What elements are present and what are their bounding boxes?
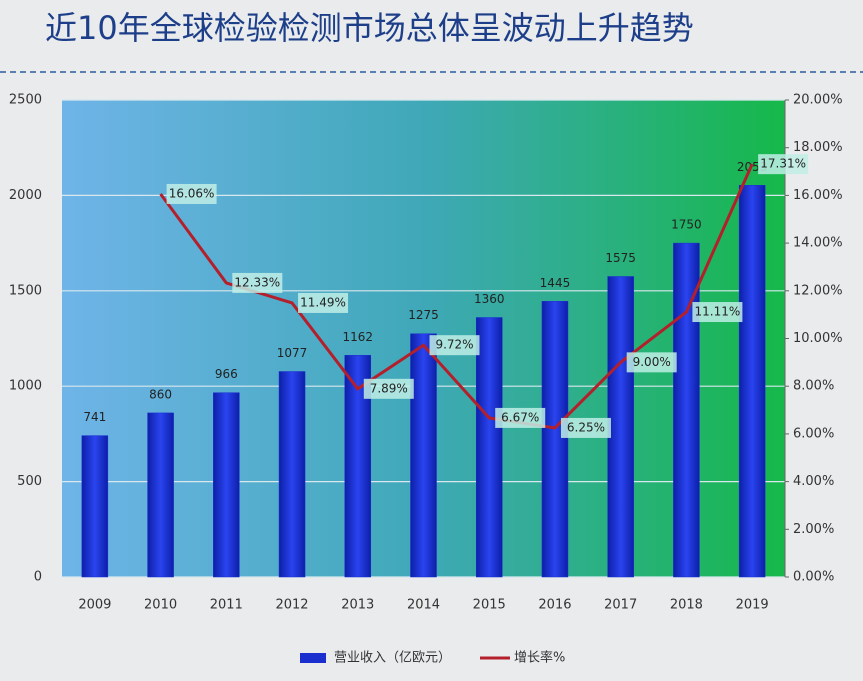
bar bbox=[607, 276, 634, 578]
y2-tick-label: 6.00% bbox=[793, 426, 834, 441]
bar bbox=[738, 185, 766, 578]
line-value-label: 6.67% bbox=[501, 410, 539, 424]
y-tick-label: 500 bbox=[17, 474, 42, 489]
bar-value-label: 1077 bbox=[277, 346, 308, 360]
line-value-label: 6.25% bbox=[567, 420, 605, 434]
bar bbox=[213, 392, 240, 578]
y2-tick-label: 18.00% bbox=[793, 140, 843, 155]
bar-value-label: 1275 bbox=[408, 308, 439, 322]
y-tick-label: 2500 bbox=[9, 93, 42, 108]
y-tick-label: 1000 bbox=[9, 379, 42, 394]
y2-tick-label: 8.00% bbox=[793, 379, 834, 394]
x-tick-label: 2016 bbox=[538, 598, 571, 613]
x-tick-label: 2011 bbox=[210, 598, 243, 613]
x-tick-label: 2013 bbox=[341, 598, 374, 613]
x-tick-label: 2010 bbox=[144, 598, 177, 613]
bar-value-label: 1575 bbox=[605, 251, 636, 265]
bar-value-label: 1445 bbox=[540, 276, 571, 290]
label-box bbox=[692, 302, 743, 323]
y-tick-label: 2000 bbox=[9, 188, 42, 203]
label-box bbox=[232, 272, 283, 293]
bar bbox=[673, 242, 700, 578]
legend-swatch bbox=[300, 653, 326, 663]
line-value-label: 16.06% bbox=[169, 186, 215, 200]
label-box bbox=[495, 407, 546, 428]
bar-value-label: 1360 bbox=[474, 292, 505, 306]
line-value-label: 17.31% bbox=[760, 157, 806, 171]
legend-label: 增长率% bbox=[514, 650, 565, 666]
y2-tick-label: 0.00% bbox=[793, 570, 834, 585]
y2-tick-label: 10.00% bbox=[793, 331, 843, 346]
label-box bbox=[758, 154, 809, 175]
x-tick-label: 2015 bbox=[473, 598, 506, 613]
x-tick-label: 2019 bbox=[736, 598, 769, 613]
label-box bbox=[560, 417, 611, 438]
growth-line bbox=[159, 163, 754, 430]
y-tick-label: 1500 bbox=[9, 283, 42, 298]
y-tick-label: 0 bbox=[34, 570, 42, 585]
label-box bbox=[166, 183, 217, 204]
y2-tick-label: 14.00% bbox=[793, 236, 843, 251]
bar-value-label: 966 bbox=[215, 367, 238, 381]
bar bbox=[278, 371, 306, 578]
y2-tick-label: 4.00% bbox=[793, 474, 834, 489]
bar bbox=[410, 333, 437, 578]
line-value-label: 11.11% bbox=[695, 305, 741, 319]
bar-value-label: 860 bbox=[149, 387, 172, 401]
x-tick-label: 2018 bbox=[670, 598, 703, 613]
label-box bbox=[363, 378, 414, 399]
bar-value-label: 1162 bbox=[342, 330, 373, 344]
bar-value-label: 1750 bbox=[671, 218, 702, 232]
y2-tick-label: 12.00% bbox=[793, 283, 843, 298]
x-tick-label: 2014 bbox=[407, 598, 440, 613]
label-box bbox=[429, 335, 480, 356]
y2-tick-label: 20.00% bbox=[793, 93, 843, 108]
bar bbox=[81, 435, 109, 578]
bar bbox=[147, 412, 174, 578]
bar-value-label: 741 bbox=[83, 410, 106, 424]
bar bbox=[541, 301, 569, 578]
line-value-label: 9.00% bbox=[633, 355, 671, 369]
label-box bbox=[298, 292, 349, 313]
y2-tick-label: 2.00% bbox=[793, 522, 834, 537]
chart-title: 近10年全球检验检测市场总体呈波动上升趋势 bbox=[45, 9, 694, 47]
label-box bbox=[626, 352, 677, 373]
x-tick-label: 2012 bbox=[275, 598, 308, 613]
line-value-label: 11.49% bbox=[300, 295, 346, 309]
bar bbox=[475, 317, 503, 578]
y2-tick-label: 16.00% bbox=[793, 188, 843, 203]
line-value-label: 12.33% bbox=[234, 275, 280, 289]
line-value-label: 9.72% bbox=[435, 338, 473, 352]
line-value-label: 7.89% bbox=[370, 381, 408, 395]
legend-label: 营业收入（亿欧元） bbox=[334, 651, 451, 666]
x-tick-label: 2009 bbox=[78, 598, 111, 613]
x-tick-label: 2017 bbox=[604, 598, 637, 613]
